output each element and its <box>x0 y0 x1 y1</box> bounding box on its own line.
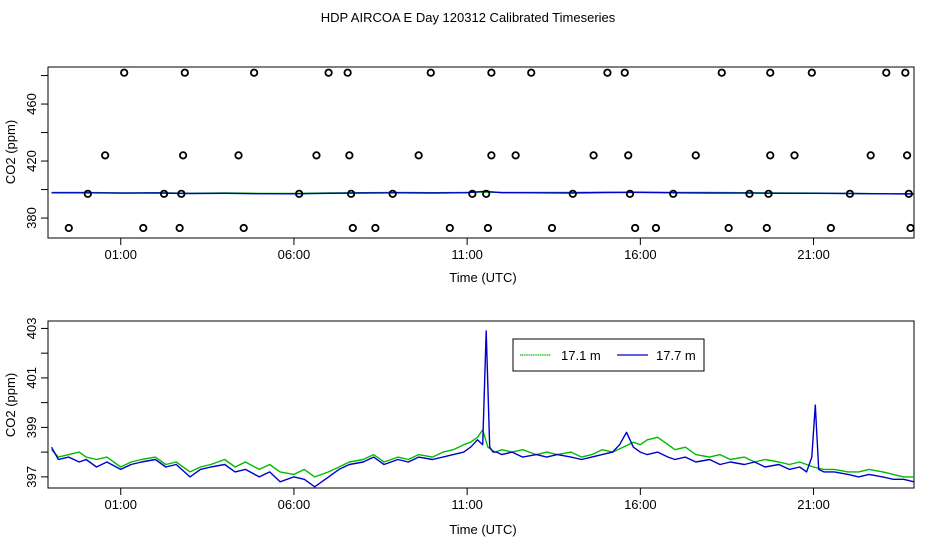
calibration-point <box>547 223 557 233</box>
x-axis-label-bottom: Time (UTC) <box>449 522 516 537</box>
calibration-point <box>324 68 333 77</box>
calibration-point <box>64 223 73 233</box>
calibration-point <box>527 68 536 77</box>
legend-label-17-7m: 17.7 m <box>656 348 696 363</box>
x-tick-label: 01:00 <box>104 497 137 512</box>
x-tick-label: 11:00 <box>451 247 483 262</box>
x-tick-label: 16:00 <box>624 497 657 512</box>
calibration-point <box>346 189 356 198</box>
calibration-point <box>445 223 454 233</box>
legend-box <box>512 338 705 372</box>
calibration-point <box>745 189 754 198</box>
calibration-point <box>691 151 700 160</box>
calibration-point <box>388 189 397 198</box>
legend: 17.1 m 17.7 m <box>512 338 705 372</box>
calibration-point <box>624 151 633 160</box>
calibration-point <box>902 151 912 160</box>
calibration-point <box>724 223 733 233</box>
calibration-point <box>845 189 855 198</box>
calibration-point <box>312 151 321 160</box>
calibration-point <box>766 68 775 77</box>
x-axis-label-top: Time (UTC) <box>449 270 516 285</box>
calibration-point <box>762 223 771 233</box>
x-tick-label: 06:00 <box>278 247 311 262</box>
calibration-point <box>414 151 423 160</box>
calibration-point <box>295 189 304 198</box>
y-tick-label: 397 <box>24 466 39 488</box>
calibration-point <box>159 189 169 198</box>
y-axis-top-panel: 380 420 460 <box>24 75 48 229</box>
x-tick-label: 21:00 <box>797 247 830 262</box>
y-tick-label: 420 <box>24 150 39 172</box>
y-tick-label: 460 <box>24 93 39 115</box>
y-axis-label-top: CO2 (ppm) <box>3 120 18 184</box>
calibration-point <box>250 68 259 77</box>
calibration-point <box>906 223 915 233</box>
calibration-point <box>882 68 891 77</box>
legend-label-17-1m: 17.1 m <box>561 348 601 363</box>
calibration-point <box>717 68 726 77</box>
calibration-point <box>487 68 496 77</box>
calibration-point <box>625 189 635 198</box>
calibration-point <box>371 223 380 233</box>
figure-title: HDP AIRCOA E Day 120312 Calibrated Times… <box>321 10 616 25</box>
calibration-point <box>511 151 520 160</box>
calibration-point <box>345 151 354 160</box>
x-tick-label: 01:00 <box>104 247 137 262</box>
calibration-point <box>766 151 775 160</box>
calibration-point <box>651 223 661 233</box>
calibration-point <box>483 223 493 233</box>
calibration-point <box>790 151 799 160</box>
calibration-point <box>807 68 816 77</box>
calibration-point <box>482 189 491 198</box>
y-axis-label-bottom: CO2 (ppm) <box>3 373 18 437</box>
calibration-point <box>487 151 496 160</box>
calibration-point <box>826 223 835 233</box>
plot-frame-top <box>47 66 915 239</box>
calibration-point <box>348 223 357 233</box>
y-tick-label: 380 <box>24 207 39 229</box>
calibration-point <box>468 189 477 198</box>
calibration-point <box>603 68 612 77</box>
calibration-point <box>589 151 598 160</box>
calibration-scatter-panel: 01:00 06:00 11:00 16:00 21:00 380 420 460 Time… <box>3 66 915 285</box>
x-tick-label: 21:00 <box>797 497 830 512</box>
calibration-points <box>64 68 915 233</box>
calibration-point <box>631 223 640 233</box>
series-line-17-1-m <box>50 429 914 478</box>
y-tick-label: 403 <box>24 318 39 340</box>
calibration-point <box>239 223 248 233</box>
calibration-point <box>568 189 577 198</box>
x-axis-top-panel: 01:00 06:00 11:00 16:00 21:00 <box>104 238 830 262</box>
calibration-point <box>178 151 188 160</box>
co2-timeseries-panel: 01:00 06:00 11:00 16:00 21:00 397 399 401 403 T… <box>3 318 915 537</box>
calibration-point <box>343 68 352 77</box>
y-axis-bottom-panel: 397 399 401 403 <box>24 318 48 488</box>
calibration-point <box>669 189 678 198</box>
calibration-point <box>120 68 129 77</box>
calibration-point <box>177 189 186 198</box>
y-tick-label: 399 <box>24 417 39 439</box>
calibration-point <box>175 223 184 233</box>
x-tick-label: 16:00 <box>624 247 657 262</box>
calibration-point <box>83 189 92 198</box>
plot-frame-bottom <box>47 320 915 489</box>
calibration-point <box>234 151 243 160</box>
calibration-point <box>866 151 875 160</box>
calibration-point <box>426 68 435 77</box>
calibration-point <box>139 223 148 233</box>
calibration-point <box>180 68 189 77</box>
x-tick-label: 06:00 <box>278 497 311 512</box>
calibration-point <box>101 151 110 160</box>
x-tick-label: 11:00 <box>451 497 483 512</box>
series-line-17-7-m <box>50 330 915 488</box>
x-axis-bottom-panel: 01:00 06:00 11:00 16:00 21:00 <box>104 488 830 512</box>
calibration-point <box>620 68 629 77</box>
y-tick-label: 401 <box>24 367 39 389</box>
calibration-point <box>904 189 913 198</box>
calibration-point <box>764 189 773 198</box>
series-lines-bottom-panel <box>50 330 915 488</box>
calibration-point <box>901 68 910 77</box>
